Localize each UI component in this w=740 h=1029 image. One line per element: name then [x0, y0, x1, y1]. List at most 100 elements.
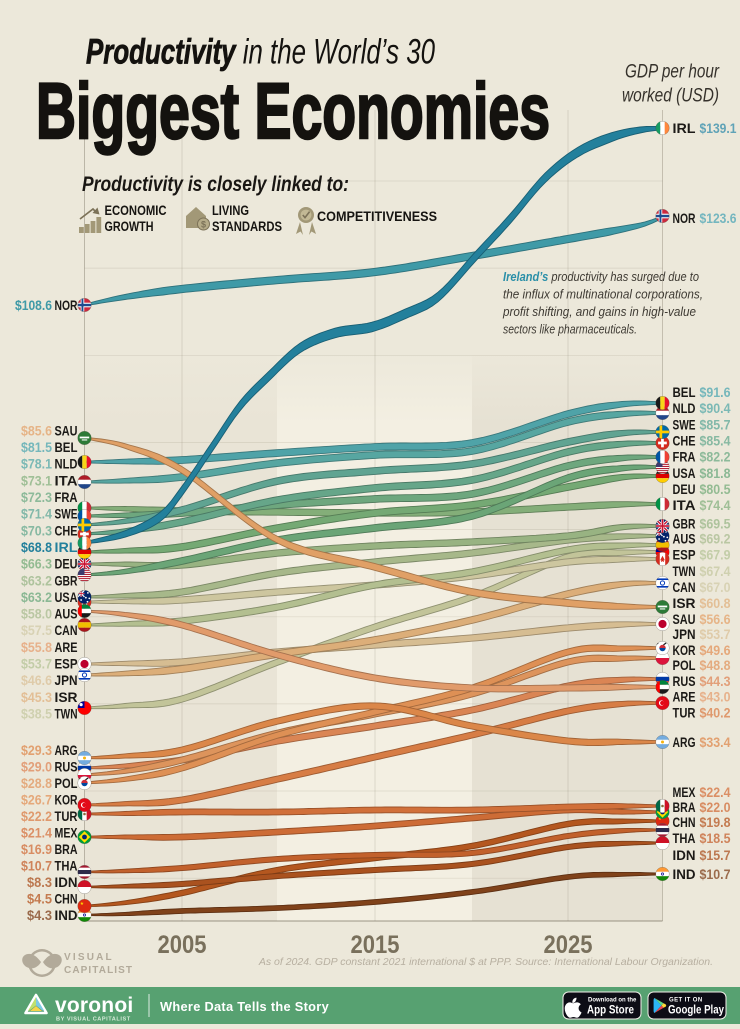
svg-text:TWN: TWN: [673, 564, 696, 579]
svg-text:$44.3: $44.3: [700, 674, 731, 689]
svg-text:$81.8: $81.8: [700, 466, 731, 481]
svg-text:Productivity in the World’s 30: Productivity in the World’s 30: [86, 33, 435, 72]
svg-text:$22.4: $22.4: [700, 785, 731, 800]
svg-text:$22.2: $22.2: [21, 809, 52, 824]
svg-text:App Store: App Store: [587, 1003, 634, 1017]
svg-text:FRA: FRA: [55, 490, 78, 505]
svg-text:$108.6: $108.6: [15, 298, 52, 313]
svg-text:$60.8: $60.8: [700, 596, 731, 611]
svg-text:SAU: SAU: [673, 612, 696, 627]
svg-text:ARG: ARG: [55, 743, 78, 758]
svg-text:$46.6: $46.6: [21, 673, 52, 688]
svg-text:$70.3: $70.3: [21, 523, 52, 538]
svg-text:IDN: IDN: [673, 848, 696, 863]
svg-text:$38.5: $38.5: [21, 707, 52, 722]
svg-text:Ireland’s productivity has sur: Ireland’s productivity has surged due to: [503, 269, 699, 284]
svg-text:THA: THA: [673, 831, 696, 846]
svg-text:Where Data Tells the Story: Where Data Tells the Story: [160, 999, 330, 1014]
svg-text:RUS: RUS: [673, 674, 696, 689]
svg-text:$66.3: $66.3: [21, 557, 52, 572]
svg-text:$21.4: $21.4: [21, 825, 52, 840]
svg-text:IND: IND: [673, 867, 696, 882]
svg-text:IND: IND: [55, 908, 78, 923]
svg-text:BRA: BRA: [55, 842, 78, 857]
svg-text:BY VISUAL CAPITALIST: BY VISUAL CAPITALIST: [56, 1017, 131, 1023]
svg-text:$67.4: $67.4: [700, 564, 731, 579]
svg-text:$26.7: $26.7: [21, 792, 52, 807]
svg-text:2015: 2015: [351, 931, 400, 959]
svg-text:NOR: NOR: [55, 298, 78, 313]
svg-text:$40.2: $40.2: [700, 706, 731, 721]
svg-text:2005: 2005: [158, 931, 207, 959]
svg-text:STANDARDS: STANDARDS: [212, 219, 282, 235]
svg-text:$71.4: $71.4: [21, 507, 52, 522]
svg-text:FRA: FRA: [673, 450, 696, 465]
svg-text:BEL: BEL: [55, 440, 78, 455]
svg-text:CAN: CAN: [673, 580, 696, 595]
svg-text:Productivity is closely linked: Productivity is closely linked to:: [82, 172, 349, 196]
svg-text:GBR: GBR: [673, 517, 696, 532]
svg-text:$15.7: $15.7: [700, 848, 731, 863]
svg-text:$69.2: $69.2: [700, 531, 731, 546]
svg-text:$85.6: $85.6: [21, 423, 52, 438]
svg-text:As of 2024. GDP constant 2021: As of 2024. GDP constant 2021 internatio…: [258, 956, 713, 968]
svg-text:Download on the: Download on the: [588, 998, 637, 1004]
svg-text:$139.1: $139.1: [700, 121, 737, 136]
svg-text:NLD: NLD: [673, 401, 696, 416]
svg-text:POL: POL: [55, 776, 78, 791]
svg-text:$81.5: $81.5: [21, 440, 52, 455]
svg-text:sectors like pharmaceuticals.: sectors like pharmaceuticals.: [503, 322, 637, 337]
svg-text:$55.8: $55.8: [21, 640, 52, 655]
svg-text:GET IT ON: GET IT ON: [669, 998, 703, 1004]
svg-text:USA: USA: [673, 466, 696, 481]
svg-text:$33.4: $33.4: [700, 735, 731, 750]
svg-text:$48.8: $48.8: [700, 658, 731, 673]
svg-text:worked (USD): worked (USD): [622, 86, 719, 107]
svg-text:$: $: [201, 220, 206, 230]
svg-text:$16.9: $16.9: [21, 842, 52, 857]
svg-text:ESP: ESP: [673, 547, 696, 562]
svg-text:ISR: ISR: [55, 690, 78, 705]
svg-text:$56.6: $56.6: [700, 612, 731, 627]
svg-text:$53.7: $53.7: [21, 657, 52, 672]
svg-text:voronoi: voronoi: [55, 994, 133, 1017]
svg-text:SWE: SWE: [55, 507, 78, 522]
svg-text:$68.8: $68.8: [21, 540, 52, 555]
svg-text:GDP per hour: GDP per hour: [625, 62, 720, 83]
svg-text:DEU: DEU: [673, 482, 696, 497]
svg-text:BEL: BEL: [673, 385, 696, 400]
svg-text:ESP: ESP: [55, 657, 78, 672]
svg-text:CHN: CHN: [55, 891, 78, 906]
svg-text:CAPITALIST: CAPITALIST: [64, 965, 133, 976]
svg-text:ARG: ARG: [673, 735, 696, 750]
svg-text:USA: USA: [55, 590, 78, 605]
svg-text:$8.3: $8.3: [27, 875, 52, 890]
svg-text:MEX: MEX: [55, 825, 79, 840]
svg-text:ITA: ITA: [673, 498, 696, 513]
svg-text:CHE: CHE: [55, 523, 78, 538]
svg-text:$85.7: $85.7: [700, 417, 731, 432]
svg-text:GROWTH: GROWTH: [105, 219, 154, 235]
svg-text:$28.8: $28.8: [21, 776, 52, 791]
svg-text:GBR: GBR: [55, 573, 78, 588]
svg-text:$29.0: $29.0: [21, 759, 52, 774]
svg-text:$10.7: $10.7: [21, 858, 52, 873]
svg-text:JPN: JPN: [55, 673, 78, 688]
svg-text:THA: THA: [55, 858, 78, 873]
svg-text:TUR: TUR: [55, 809, 78, 824]
svg-text:TUR: TUR: [673, 706, 696, 721]
svg-text:$58.0: $58.0: [21, 607, 52, 622]
svg-text:BRA: BRA: [673, 800, 696, 815]
svg-text:KOR: KOR: [55, 792, 78, 807]
svg-text:ARE: ARE: [673, 690, 696, 705]
svg-text:$90.4: $90.4: [700, 401, 731, 416]
svg-text:$67.9: $67.9: [700, 547, 731, 562]
svg-text:Google Play: Google Play: [668, 1003, 724, 1017]
svg-text:VISUAL: VISUAL: [64, 952, 114, 963]
svg-text:$72.3: $72.3: [21, 490, 52, 505]
svg-text:$53.7: $53.7: [700, 627, 731, 642]
svg-text:AUS: AUS: [673, 531, 696, 546]
svg-text:$43.0: $43.0: [700, 690, 731, 705]
svg-text:$19.8: $19.8: [700, 815, 731, 830]
svg-text:$18.5: $18.5: [700, 831, 731, 846]
